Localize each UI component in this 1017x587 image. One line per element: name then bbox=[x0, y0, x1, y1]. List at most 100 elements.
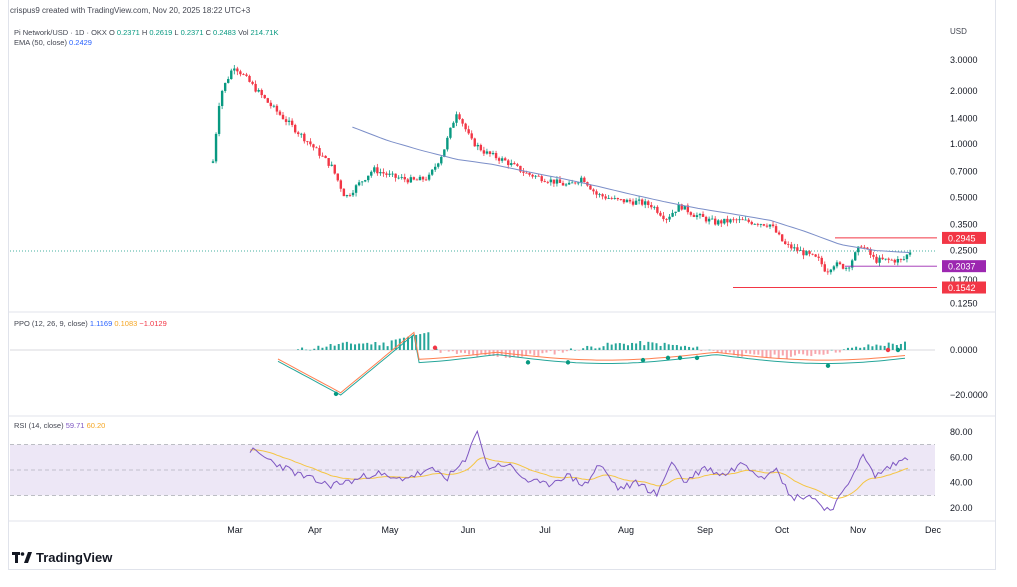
ppo-histogram-bar bbox=[419, 334, 422, 350]
price-tick-label: 3.0000 bbox=[950, 55, 978, 65]
ppo-tick-label: 0.0000 bbox=[950, 345, 978, 355]
rsi-legend[interactable]: RSI (14, close) 59.71 60.20 bbox=[14, 421, 106, 430]
candle-body bbox=[400, 176, 403, 178]
price-label-box bbox=[942, 281, 986, 294]
ppo-cross-dot bbox=[825, 363, 831, 368]
ppo-histogram-bar bbox=[394, 339, 397, 350]
candle-body bbox=[312, 144, 315, 148]
tradingview-footer[interactable]: TradingView bbox=[12, 550, 112, 565]
ppo-histogram-bar bbox=[692, 347, 695, 350]
candle-body bbox=[248, 75, 251, 82]
ppo-histogram-bar bbox=[671, 344, 674, 350]
ppo-histogram-bar bbox=[745, 350, 748, 354]
candle-body bbox=[668, 216, 671, 220]
ppo-histogram-bar bbox=[635, 343, 638, 350]
candle-body bbox=[814, 254, 817, 257]
ppo-histogram-bar bbox=[647, 341, 650, 350]
ppo-histogram-bar bbox=[541, 350, 544, 354]
ppo-histogram-bar bbox=[700, 350, 703, 352]
rsi-tick-label: 80.00 bbox=[950, 427, 973, 437]
candle-body bbox=[455, 114, 458, 123]
candle-body bbox=[610, 198, 613, 199]
candle-body bbox=[543, 181, 546, 182]
candle-body bbox=[811, 253, 814, 255]
candle-body bbox=[500, 158, 504, 161]
candle-body bbox=[644, 201, 647, 205]
ppo-legend[interactable]: PPO (12, 26, 9, close) 1.1169 0.1083 −1.… bbox=[14, 319, 167, 328]
candle-body bbox=[857, 246, 860, 253]
ppo-histogram-bar bbox=[512, 350, 515, 357]
ppo-histogram-bar bbox=[366, 342, 369, 350]
candle-body bbox=[732, 219, 735, 221]
candle-body bbox=[257, 89, 260, 92]
candle-body bbox=[765, 225, 769, 227]
candle-body bbox=[625, 199, 629, 203]
candle-body bbox=[805, 251, 808, 256]
candle-body bbox=[619, 199, 623, 200]
ppo-histogram-bar bbox=[716, 350, 719, 353]
ppo-histogram-bar bbox=[602, 346, 605, 350]
candle-body bbox=[251, 81, 254, 84]
candle-body bbox=[726, 218, 729, 223]
candle-body bbox=[233, 68, 236, 71]
candle-body bbox=[540, 176, 543, 182]
ppo-histogram-bar bbox=[696, 346, 699, 350]
ppo-cross-dot bbox=[565, 360, 571, 365]
candle-body bbox=[482, 150, 486, 154]
candle-body bbox=[863, 247, 866, 249]
candle-body bbox=[714, 218, 717, 225]
ppo-histogram-bar bbox=[883, 345, 886, 350]
price-label-box bbox=[942, 260, 986, 273]
ppo-histogram-bar bbox=[337, 344, 340, 350]
candle-body bbox=[860, 246, 863, 248]
price-tick-label: 0.2500 bbox=[950, 245, 978, 255]
candle-body bbox=[744, 219, 747, 221]
candle-body bbox=[902, 259, 906, 260]
candle-body bbox=[735, 219, 738, 221]
ppo-histogram-bar bbox=[753, 350, 756, 355]
candle-body bbox=[854, 252, 857, 261]
candle-body bbox=[634, 200, 638, 205]
candle-body bbox=[549, 179, 553, 183]
candle-body bbox=[717, 220, 720, 225]
ppo-histogram-bar bbox=[899, 343, 902, 350]
candle-body bbox=[759, 224, 763, 225]
candle-body bbox=[220, 90, 224, 107]
ema-legend[interactable]: EMA (50, close) 0.2429 bbox=[14, 38, 92, 47]
candle-body bbox=[284, 119, 288, 122]
ppo-histogram-bar bbox=[301, 347, 304, 350]
candle-body bbox=[653, 206, 656, 208]
ppo-histogram-bar bbox=[504, 350, 507, 358]
candle-body bbox=[604, 196, 607, 199]
symbol-label: Pi Network/USD · 1D · OKX bbox=[14, 28, 107, 37]
candle-body bbox=[437, 163, 440, 167]
candle-body bbox=[470, 133, 473, 139]
candle-body bbox=[592, 189, 595, 192]
ppo-histogram-bar bbox=[406, 336, 409, 350]
candle-body bbox=[452, 122, 455, 128]
ppo-histogram-bar bbox=[472, 350, 475, 355]
candle-body bbox=[211, 161, 215, 163]
candle-body bbox=[905, 254, 909, 260]
ppo-fast-line bbox=[277, 333, 906, 396]
candle-body bbox=[844, 267, 848, 269]
candle-body bbox=[357, 182, 361, 186]
ppo-histogram-bar bbox=[496, 350, 499, 357]
ppo-histogram-bar bbox=[553, 350, 556, 355]
candle-body bbox=[753, 223, 756, 225]
candle-body bbox=[908, 252, 912, 255]
price-tick-label: 0.5000 bbox=[950, 192, 978, 202]
ppo-histogram-bar bbox=[684, 345, 687, 350]
candle-body bbox=[838, 262, 842, 265]
candle-body bbox=[497, 158, 501, 161]
main-legend[interactable]: Pi Network/USD · 1D · OKX O 0.2371 H 0.261… bbox=[14, 28, 279, 37]
candle-body bbox=[869, 248, 872, 255]
candle-body bbox=[278, 111, 282, 115]
ppo-histogram-bar bbox=[345, 341, 348, 350]
candle-body bbox=[595, 191, 598, 195]
candle-body bbox=[412, 177, 416, 180]
rsi-value: 59.71 bbox=[65, 421, 85, 430]
ppo-histogram-bar bbox=[859, 347, 862, 350]
candle-body bbox=[628, 199, 632, 202]
